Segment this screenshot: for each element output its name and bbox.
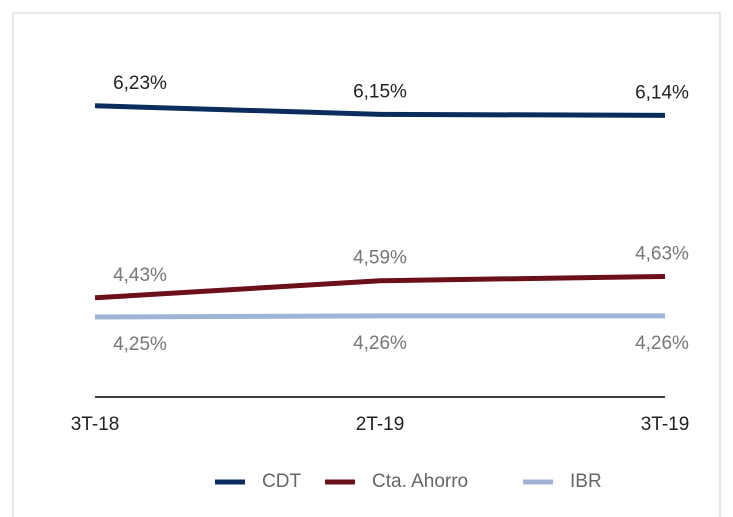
data-label: 4,26% (353, 333, 407, 354)
data-label: 4,63% (635, 243, 689, 264)
x-tick-label: 3T-19 (641, 414, 690, 435)
x-tick-label: 3T-18 (71, 414, 120, 435)
line (94, 273, 666, 301)
line (94, 103, 666, 118)
data-label: 6,14% (635, 82, 689, 103)
legend-label: Cta. Ahorro (372, 471, 468, 492)
legend-label: IBR (570, 471, 602, 492)
data-label: 6,23% (113, 73, 167, 94)
x-tick-label: 2T-19 (356, 414, 405, 435)
data-label: 6,15% (353, 81, 407, 102)
chart-frame (12, 12, 721, 517)
data-label: 4,25% (113, 334, 167, 355)
data-label: 4,26% (635, 333, 689, 354)
line (94, 313, 665, 320)
legend-label: CDT (262, 471, 301, 492)
data-label: 4,59% (353, 248, 407, 269)
data-label: 4,43% (113, 265, 167, 286)
